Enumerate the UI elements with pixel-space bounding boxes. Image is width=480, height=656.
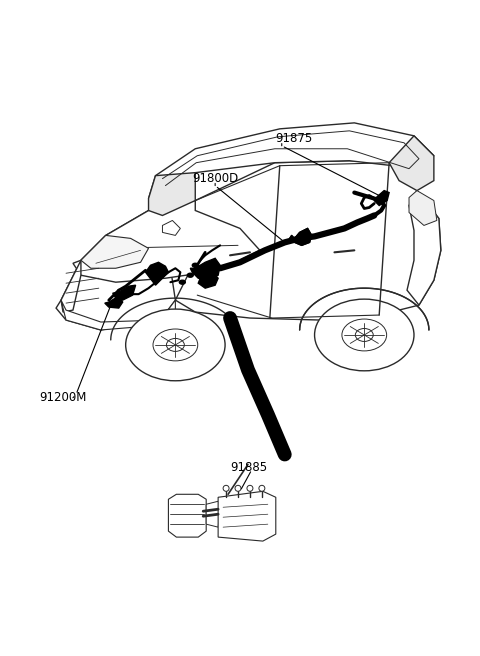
- Polygon shape: [168, 494, 206, 537]
- Text: 91885: 91885: [230, 461, 267, 474]
- Ellipse shape: [192, 263, 198, 267]
- Polygon shape: [162, 220, 180, 236]
- Polygon shape: [105, 296, 123, 308]
- Polygon shape: [148, 173, 195, 215]
- Polygon shape: [290, 228, 312, 245]
- Polygon shape: [81, 236, 148, 268]
- Ellipse shape: [187, 274, 193, 277]
- Ellipse shape: [167, 338, 184, 352]
- Ellipse shape: [180, 280, 185, 284]
- Polygon shape: [56, 211, 175, 330]
- Polygon shape: [145, 262, 168, 285]
- Ellipse shape: [355, 329, 373, 341]
- Polygon shape: [374, 191, 389, 205]
- Polygon shape: [73, 201, 260, 282]
- Polygon shape: [389, 136, 434, 191]
- Polygon shape: [113, 285, 136, 300]
- Polygon shape: [175, 161, 441, 320]
- Polygon shape: [61, 260, 81, 312]
- Text: 91200M: 91200M: [39, 391, 86, 404]
- Polygon shape: [148, 123, 434, 199]
- Circle shape: [223, 485, 229, 491]
- Polygon shape: [61, 300, 175, 330]
- Polygon shape: [190, 258, 220, 280]
- Ellipse shape: [342, 319, 387, 351]
- Polygon shape: [206, 501, 220, 527]
- Ellipse shape: [153, 329, 198, 361]
- Polygon shape: [409, 191, 437, 226]
- Ellipse shape: [314, 299, 414, 371]
- Ellipse shape: [126, 309, 225, 380]
- Text: 91800D: 91800D: [192, 172, 239, 185]
- Circle shape: [259, 485, 265, 491]
- Polygon shape: [218, 491, 276, 541]
- Polygon shape: [407, 191, 441, 305]
- Text: 91875: 91875: [275, 133, 312, 146]
- Circle shape: [235, 485, 241, 491]
- Polygon shape: [198, 272, 218, 288]
- Circle shape: [247, 485, 253, 491]
